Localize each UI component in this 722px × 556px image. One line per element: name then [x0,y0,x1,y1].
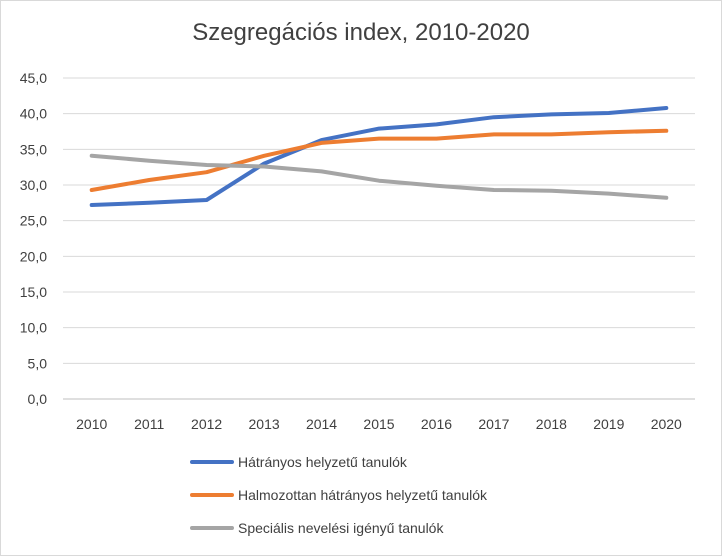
legend: Hátrányos helyzetű tanulók Halmozottan há… [190,454,488,536]
y-tick-label: 0,0 [28,391,48,407]
x-axis-ticks: 2010 2011 2012 2013 2014 2015 2016 2017 2018 2019… [76,416,682,432]
x-tick-label: 2011 [134,416,164,432]
y-axis-ticks: 0,0 5,0 10,0 15,0 20,0 25,0 30,0 35,0 40,0 45,0 [20,70,47,407]
series-line-2 [89,128,669,192]
x-tick-label: 2015 [363,416,394,432]
legend-label-2: Halmozottan hátrányos helyzetű tanulók [238,487,488,503]
y-tick-label: 35,0 [20,141,47,157]
series-lines [89,106,669,207]
x-tick-label: 2010 [76,416,107,432]
chart-title: Szegregációs index, 2010-2020 [192,19,530,46]
legend-label-3: Speciális nevelési igényű tanulók [238,520,444,536]
y-tick-label: 5,0 [28,355,48,371]
x-tick-label: 2020 [651,416,682,432]
series-line-3 [89,153,669,200]
series-line-1 [89,106,669,207]
x-tick-label: 2014 [306,416,337,432]
x-tick-label: 2017 [478,416,509,432]
x-tick-label: 2016 [421,416,452,432]
x-tick-label: 2019 [593,416,624,432]
legend-label-1: Hátrányos helyzetű tanulók [238,454,408,470]
y-tick-label: 10,0 [20,320,47,336]
y-tick-label: 45,0 [20,70,47,86]
y-tick-label: 25,0 [20,213,47,229]
x-tick-label: 2018 [536,416,567,432]
x-tick-label: 2012 [191,416,222,432]
y-tick-label: 30,0 [20,177,47,193]
y-tick-label: 20,0 [20,248,47,264]
x-tick-label: 2013 [249,416,280,432]
y-tick-label: 15,0 [20,284,47,300]
gridlines [63,77,695,400]
y-tick-label: 40,0 [20,106,47,122]
